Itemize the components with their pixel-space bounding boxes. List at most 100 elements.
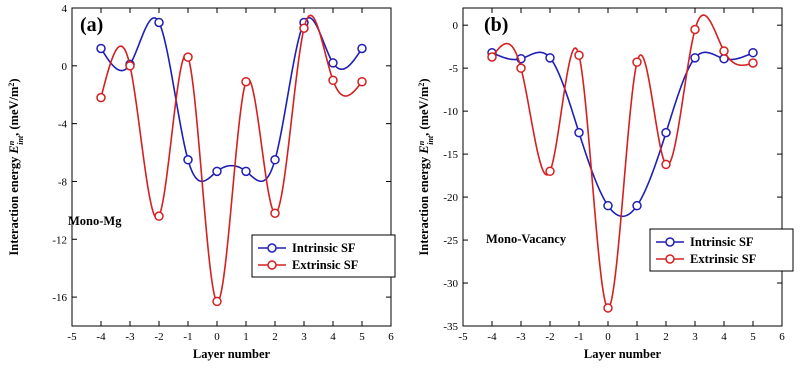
- data-point-extrinsic-sf: [125, 61, 135, 71]
- x-tick-label: 3: [301, 331, 307, 343]
- x-tick-label: -4: [96, 331, 106, 343]
- chart-panel-b: -5 -4 -3 -2 -1 0 1 2 3 4 5 6-35-30-25-20-15-10-50La…: [417, 7, 794, 361]
- panel-label: (a): [80, 14, 103, 36]
- legend-entry-label: Extrinsic SF: [292, 258, 359, 272]
- legend: Intrinsic SF Extrinsic SF: [649, 228, 794, 272]
- y-tick-label: -8: [58, 176, 68, 188]
- data-point-extrinsic-sf: [299, 23, 309, 33]
- data-point-extrinsic-sf: [487, 52, 497, 62]
- data-point-intrinsic-sf: [96, 43, 106, 54]
- data-point-extrinsic-sf: [270, 208, 280, 219]
- y-tick-label: -30: [443, 278, 458, 290]
- y-tick-label: -12: [52, 234, 67, 246]
- legend-swatch-marker: [267, 260, 277, 270]
- data-point-intrinsic-sf: [212, 166, 222, 177]
- data-point-intrinsic-sf: [357, 43, 367, 54]
- x-tick-label: -1: [574, 331, 583, 343]
- x-tick-label: -5: [67, 331, 77, 343]
- data-point-extrinsic-sf: [516, 63, 526, 73]
- data-point-extrinsic-sf: [603, 303, 613, 313]
- chart-panel-a: -5 -4 -3 -2 -1 0 1 2 3 4 5 6 -16 -12 -8 -4 0 4 Layer numbe…: [7, 3, 396, 361]
- data-point-extrinsic-sf: [719, 46, 729, 56]
- data-point-extrinsic-sf: [154, 211, 164, 221]
- plot-frame: [71, 7, 392, 327]
- x-tick-label: 3: [692, 331, 698, 343]
- x-tick-label: 4: [330, 331, 336, 343]
- data-point-extrinsic-sf: [661, 159, 671, 170]
- x-tick-label: 1: [243, 331, 249, 343]
- data-point-intrinsic-sf: [574, 127, 584, 138]
- data-point-extrinsic-sf: [183, 52, 193, 62]
- legend-swatch-marker: [665, 254, 675, 264]
- data-point-extrinsic-sf: [241, 76, 251, 87]
- legend-entry-label: Intrinsic SF: [292, 241, 356, 255]
- x-tick-label: 5: [750, 331, 756, 343]
- x-tick-label: -3: [516, 331, 526, 343]
- legend-entry-label: Intrinsic SF: [690, 235, 754, 249]
- data-point-intrinsic-sf: [748, 47, 758, 58]
- legend-swatch-marker: [267, 243, 277, 253]
- x-tick-label: 5: [359, 331, 365, 343]
- y-tick-label: 4: [62, 3, 68, 15]
- data-point-extrinsic-sf: [328, 75, 338, 86]
- x-tick-label: 0: [605, 331, 611, 343]
- y-tick-label: 0: [453, 20, 459, 32]
- y-tick-label: -4: [58, 119, 68, 131]
- data-point-intrinsic-sf: [328, 58, 338, 68]
- x-tick-label: -1: [183, 331, 192, 343]
- legend: Intrinsic SF Extrinsic SF: [251, 234, 396, 278]
- data-point-extrinsic-sf: [212, 296, 222, 307]
- legend-box: [251, 234, 396, 278]
- data-point-extrinsic-sf: [748, 58, 758, 68]
- x-axis-label: Layer number: [584, 347, 662, 361]
- x-tick-label: 2: [272, 331, 278, 343]
- data-point-extrinsic-sf: [357, 76, 367, 87]
- data-point-extrinsic-sf: [690, 24, 700, 35]
- data-point-extrinsic-sf: [574, 50, 584, 61]
- data-point-intrinsic-sf: [154, 17, 164, 28]
- data-point-extrinsic-sf: [632, 57, 642, 67]
- y-tick-label: -5: [449, 63, 459, 75]
- y-tick-label: -15: [443, 149, 458, 161]
- y-axis-label: Interaction energy Enint, (meV/m2): [7, 78, 25, 255]
- data-point-intrinsic-sf: [603, 200, 613, 211]
- y-tick-label: -25: [443, 235, 458, 247]
- x-tick-label: 0: [214, 331, 220, 343]
- panel-annotation: Mono-Vacancy: [486, 232, 567, 246]
- y-tick-label: -35: [443, 321, 458, 333]
- x-tick-label: 1: [634, 331, 640, 343]
- data-point-intrinsic-sf: [632, 200, 642, 211]
- x-tick-label: 6: [388, 331, 394, 343]
- legend-entry-label: Extrinsic SF: [690, 252, 757, 266]
- series-line-extrinsic-sf: [491, 14, 754, 309]
- x-tick-label: -4: [487, 331, 497, 343]
- y-tick-label: -16: [52, 292, 67, 304]
- x-tick-label: -5: [458, 331, 468, 343]
- x-tick-label: -2: [154, 331, 163, 343]
- data-point-extrinsic-sf: [545, 166, 555, 177]
- x-tick-label: 2: [663, 331, 669, 343]
- x-axis-label: Layer number: [193, 347, 271, 361]
- series-line-intrinsic-sf: [491, 51, 754, 218]
- x-tick-label: 4: [721, 331, 727, 343]
- data-point-intrinsic-sf: [183, 155, 193, 165]
- data-point-intrinsic-sf: [241, 166, 251, 177]
- panel-annotation: Mono-Mg: [68, 214, 122, 228]
- x-tick-label: -2: [545, 331, 554, 343]
- data-point-extrinsic-sf: [96, 92, 106, 103]
- plot-frame: [462, 7, 783, 327]
- legend-swatch-marker: [665, 237, 675, 247]
- data-point-intrinsic-sf: [270, 155, 280, 165]
- legend-box: [649, 228, 794, 272]
- panel-label: (b): [484, 14, 508, 36]
- x-tick-label: 6: [779, 331, 785, 343]
- y-axis-label: Interaction energy Enint, (meV/m2): [417, 78, 435, 255]
- data-point-intrinsic-sf: [690, 53, 700, 63]
- y-tick-label: -20: [443, 192, 458, 204]
- data-point-intrinsic-sf: [545, 53, 555, 63]
- series-line-extrinsic-sf: [100, 14, 363, 303]
- y-tick-label: 0: [62, 61, 68, 73]
- data-point-intrinsic-sf: [661, 127, 671, 138]
- x-tick-label: -3: [125, 331, 135, 343]
